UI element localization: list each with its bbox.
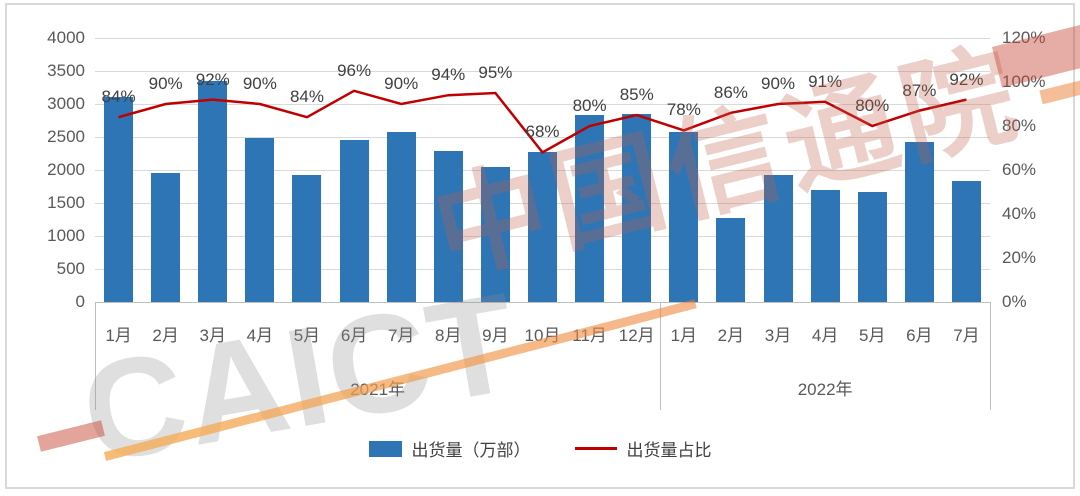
y-axis-tick-label: 3500 [47,61,85,80]
shipments-bar [386,131,416,302]
share-percent-label: 90% [148,74,183,93]
legend-item-share: 出货量占比 [574,436,712,461]
shipments-bar [480,166,510,302]
share-percent-label: 78% [666,100,701,120]
y2-axis-tick-label: 60% [1002,160,1037,179]
y-axis-tick-label: 1500 [47,193,85,212]
x-axis-month-label: 8月 [435,326,462,345]
y2-axis-tick-label: 80% [1002,116,1037,135]
share-percent-label: 87% [902,80,937,100]
x-axis-month-label: 3月 [199,326,226,345]
shipments-bar [104,97,134,302]
y-axis-tick-label: 2500 [47,127,85,146]
x-axis-month-label: 4月 [246,326,274,345]
share-percent-label: 90% [242,74,277,93]
x-axis-month-label: 6月 [906,326,933,345]
share-percent-label: 84% [101,87,136,107]
shipments-bar [716,217,746,302]
shipments-bar [904,142,934,302]
y-axis-tick-label: 2000 [47,160,85,179]
year-divider [94,302,96,410]
legend-line-swatch [574,447,617,450]
y-axis-tick-label: 500 [56,259,85,278]
x-axis-month-label: 12月 [618,326,655,345]
share-percent-label: 80% [572,96,607,115]
y2-axis-tick-label: 20% [1002,248,1037,267]
share-percent-label: 91% [808,71,843,91]
legend-item-shipments: 出货量（万部） [368,436,531,461]
y-axis-tick-label: 0 [75,292,85,311]
y-axis-tick-label: 4000 [47,28,85,47]
gridline [95,70,990,72]
year-divider [659,302,661,410]
share-percent-label: 86% [713,82,748,102]
legend-line-label: 出货量占比 [626,441,712,460]
share-percent-label: 80% [855,96,890,115]
x-axis-month-label: 6月 [340,326,368,345]
x-axis-month-label: 1月 [105,326,132,345]
gridline [95,37,990,39]
share-percent-label: 96% [337,60,372,80]
x-axis-month-label: 5月 [858,326,886,345]
shipments-bar [198,80,228,302]
y2-axis-tick-label: 40% [1002,204,1037,223]
legend-bar-swatch [368,440,402,457]
legend: 出货量（万部） 出货量占比 [0,436,1080,461]
share-percent-label: 85% [619,85,654,104]
share-percent-label: 95% [478,63,513,82]
gridline [95,136,990,138]
shipments-bar [575,115,605,302]
shipments-bar [245,138,275,302]
x-axis-month-label: 2月 [717,326,745,345]
x-axis-month-label: 10月 [524,326,561,345]
share-percent-label: 94% [431,65,466,85]
share-percent-label: 90% [384,74,419,93]
shipments-bar [857,192,887,302]
y2-axis-tick-label: 120% [1002,28,1046,47]
x-axis-month-label: 9月 [482,326,509,345]
shipments-bar [528,151,557,302]
shipments-bar [433,150,463,302]
shipments-bar [669,131,699,302]
share-line [118,89,967,155]
y2-axis-tick-label: 100% [1002,72,1046,91]
x-axis-month-label: 1月 [670,326,698,345]
share-percent-label: 90% [761,74,796,93]
share-line-svg [118,89,967,155]
x-axis-month-label: 11月 [572,326,607,345]
x-axis-line [95,302,990,303]
shipments-bar [339,139,369,302]
shipments-bar [951,180,981,302]
y-axis-tick-label: 1000 [47,226,85,245]
shipments-bar [763,175,793,302]
x-axis-month-label: 7月 [387,326,415,345]
shipments-bar [622,113,652,302]
y2-axis-tick-label: 0% [1002,292,1027,311]
chart-border [5,3,1075,489]
x-axis-month-label: 7月 [953,326,980,345]
x-axis-year-label: 2022年 [797,380,853,399]
y-axis-tick-label: 3000 [47,94,85,113]
x-axis-month-label: 3月 [764,326,792,345]
share-percent-label: 92% [195,69,230,89]
x-axis-month-label: 5月 [293,326,321,345]
share-percent-label: 68% [525,122,560,142]
gridline [95,103,990,105]
legend-bar-label: 出货量（万部） [411,441,531,460]
x-axis-month-label: 4月 [811,326,839,345]
x-axis-month-label: 2月 [152,326,179,345]
share-percent-label: 92% [949,69,984,89]
shipments-bar [151,173,181,302]
shipments-bar [292,174,322,302]
share-percent-label: 84% [289,87,324,107]
year-divider [989,302,991,410]
x-axis-year-label: 2021年 [350,380,406,399]
shipments-bar [810,189,840,302]
